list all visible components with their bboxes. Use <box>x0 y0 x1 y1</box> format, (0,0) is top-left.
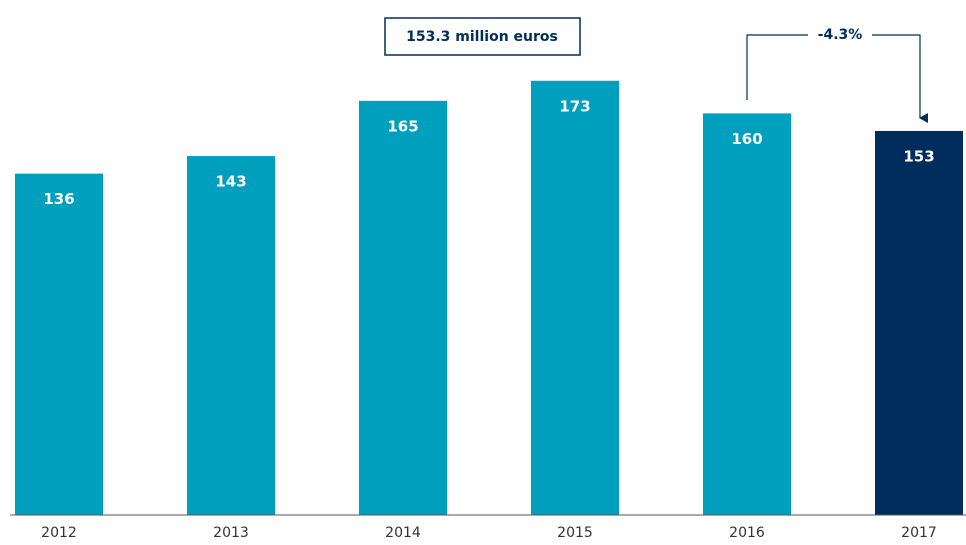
x-tick-label: 2017 <box>901 525 937 541</box>
total-annotation: 153.3 million euros <box>406 29 558 45</box>
value-label: 143 <box>215 173 246 191</box>
bar <box>359 100 447 515</box>
bar <box>531 80 619 516</box>
value-label: 173 <box>559 97 590 115</box>
change-annotation: -4.3% <box>818 27 863 43</box>
value-label: 165 <box>387 117 418 135</box>
bar <box>875 130 963 515</box>
change-arrow <box>746 34 808 100</box>
change-arrow <box>872 34 928 123</box>
x-tick-label: 2015 <box>557 525 593 541</box>
bar <box>703 113 791 516</box>
bar <box>187 156 275 515</box>
value-label: 153 <box>903 147 934 165</box>
x-tick-label: 2016 <box>729 525 765 541</box>
x-tick-label: 2014 <box>385 525 421 541</box>
x-tick-label: 2012 <box>41 525 77 541</box>
x-tick-label: 2013 <box>213 525 249 541</box>
annotation-box <box>384 17 581 56</box>
bar <box>15 173 103 515</box>
value-label: 160 <box>731 130 762 148</box>
value-label: 136 <box>43 190 74 208</box>
